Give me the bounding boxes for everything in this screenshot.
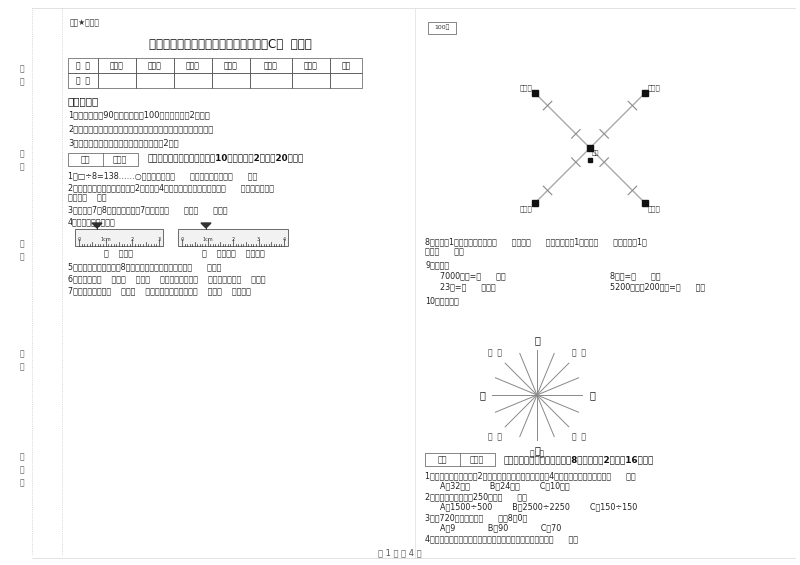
Bar bbox=[136, 73, 174, 88]
Text: （  ）: （ ） bbox=[488, 349, 502, 358]
Text: 1cm: 1cm bbox=[202, 237, 213, 242]
Text: 得分: 得分 bbox=[80, 155, 90, 164]
Text: 题密★启用前: 题密★启用前 bbox=[70, 18, 100, 27]
Bar bbox=[425, 453, 495, 466]
Text: 4: 4 bbox=[282, 237, 286, 242]
Bar bbox=[292, 73, 330, 88]
Text: （  ）: （ ） bbox=[530, 450, 544, 459]
Text: 6．你出生于（    ）年（    ）月（    ）日，那一年是（    ）年，全年有（    ）天。: 6．你出生于（ ）年（ ）月（ ）日，那一年是（ ）年，全年有（ ）天。 bbox=[68, 274, 266, 283]
Text: 3．从720里连续减去（      ）个8得0。: 3．从720里连续减去（ ）个8得0。 bbox=[425, 513, 527, 522]
Text: 9．换算。: 9．换算。 bbox=[425, 260, 449, 269]
Text: 判断题: 判断题 bbox=[186, 61, 200, 70]
Bar bbox=[250, 58, 292, 73]
Bar bbox=[75, 229, 163, 246]
Polygon shape bbox=[201, 223, 211, 228]
Text: 南: 南 bbox=[534, 445, 540, 455]
Bar bbox=[330, 73, 362, 88]
Text: 2．下面的约果圈好是250的是（      ）。: 2．下面的约果圈好是250的是（ ）。 bbox=[425, 492, 527, 501]
Text: 小明家: 小明家 bbox=[647, 84, 660, 91]
Text: 2．劳动课上做纸花，红红做了2朵纸花，4朵蓝花，红花占纸花总数的（      ），蓝花占纸花: 2．劳动课上做纸花，红红做了2朵纸花，4朵蓝花，红花占纸花总数的（ ），蓝花占纸… bbox=[68, 183, 274, 192]
Text: 10．填一填。: 10．填一填。 bbox=[425, 296, 458, 305]
Text: 题  号: 题 号 bbox=[76, 61, 90, 70]
Text: 3．不要在试卷上乱写乱画，卷面不整洁扣2分。: 3．不要在试卷上乱写乱画，卷面不整洁扣2分。 bbox=[68, 138, 178, 147]
Bar bbox=[68, 153, 138, 166]
Text: 第 1 页 共 4 页: 第 1 页 共 4 页 bbox=[378, 548, 422, 557]
Text: 7．小红家在学校（    ）方（    ）米处，小明家在学校（    ）方（    ）米处。: 7．小红家在学校（ ）方（ ）米处，小明家在学校（ ）方（ ）米处。 bbox=[68, 286, 251, 295]
Text: 得  分: 得 分 bbox=[76, 76, 90, 85]
Text: （    ）厘米（    ）毫米。: （ ）厘米（ ）毫米。 bbox=[202, 249, 264, 258]
Text: 5．小明从一楼到三楼用8秒，照这样他从一楼到五楼用（      ）秒。: 5．小明从一楼到三楼用8秒，照这样他从一楼到五楼用（ ）秒。 bbox=[68, 262, 222, 271]
Text: 装
订
线: 装 订 线 bbox=[20, 453, 24, 488]
Text: 100米: 100米 bbox=[434, 24, 450, 29]
Text: 学
校: 学 校 bbox=[20, 349, 24, 371]
Text: 5200千克－200千克=（      ）吨: 5200千克－200千克=（ ）吨 bbox=[610, 282, 705, 291]
Bar bbox=[174, 58, 212, 73]
Text: 学
号: 学 号 bbox=[20, 64, 24, 86]
Text: 北: 北 bbox=[534, 335, 540, 345]
Bar bbox=[178, 229, 288, 246]
Text: 选择题: 选择题 bbox=[148, 61, 162, 70]
Text: 小红家: 小红家 bbox=[520, 84, 533, 91]
Text: 得分: 得分 bbox=[438, 455, 446, 464]
Text: 0: 0 bbox=[78, 237, 81, 242]
Bar bbox=[212, 73, 250, 88]
Text: 7000千克=（      ）吨: 7000千克=（ ）吨 bbox=[440, 271, 506, 280]
Text: 2．请首先按要求在试卷的指定位置填写您的姓名、班级、学号。: 2．请首先按要求在试卷的指定位置填写您的姓名、班级、学号。 bbox=[68, 124, 214, 133]
Text: 西: 西 bbox=[479, 390, 485, 400]
Bar bbox=[68, 58, 98, 73]
Text: 8．分针走1小格，秒针正好走（      ），是（      ）秒。分针走1大格是（      ），时针走1大: 8．分针走1小格，秒针正好走（ ），是（ ）秒。分针走1大格是（ ），时针走1大 bbox=[425, 237, 646, 246]
Text: 小花家: 小花家 bbox=[520, 205, 533, 212]
Text: 0: 0 bbox=[181, 237, 183, 242]
Text: （    ）毫米: （ ）毫米 bbox=[105, 249, 134, 258]
Bar bbox=[428, 22, 456, 34]
Text: 东: 东 bbox=[589, 390, 595, 400]
Bar bbox=[330, 58, 362, 73]
Text: 3: 3 bbox=[158, 237, 161, 242]
Text: 填空题: 填空题 bbox=[110, 61, 124, 70]
Text: 评卷人: 评卷人 bbox=[113, 155, 127, 164]
Bar bbox=[68, 73, 98, 88]
Text: 3: 3 bbox=[257, 237, 260, 242]
Bar bbox=[292, 58, 330, 73]
Text: 计算题: 计算题 bbox=[224, 61, 238, 70]
Text: （  ）: （ ） bbox=[572, 432, 586, 441]
Text: 4．时针从上一个数字到相邻的下一个数字，经过的时间是（      ）。: 4．时针从上一个数字到相邻的下一个数字，经过的时间是（ ）。 bbox=[425, 534, 578, 543]
Text: （  ）: （ ） bbox=[572, 349, 586, 358]
Text: 学校: 学校 bbox=[592, 150, 599, 155]
Text: 2: 2 bbox=[130, 237, 134, 242]
Text: 3．时针在7和8之间，分针指向7，这时是（      ）时（      ）分。: 3．时针在7和8之间，分针指向7，这时是（ ）时（ ）分。 bbox=[68, 205, 227, 214]
Text: 4．量出钉子的长度。: 4．量出钉子的长度。 bbox=[68, 217, 116, 226]
Text: 评卷人: 评卷人 bbox=[470, 455, 484, 464]
Bar bbox=[250, 73, 292, 88]
Text: 23吨=（      ）千克: 23吨=（ ）千克 bbox=[440, 282, 496, 291]
Text: 总分: 总分 bbox=[342, 61, 350, 70]
Text: A．1500÷500        B．2500÷2250        C．150÷150: A．1500÷500 B．2500÷2250 C．150÷150 bbox=[440, 502, 638, 511]
Text: 班
级: 班 级 bbox=[20, 149, 24, 171]
Bar bbox=[212, 58, 250, 73]
Text: 一、用心思考，正确填空（共10小题，每题2分，共20分）。: 一、用心思考，正确填空（共10小题，每题2分，共20分）。 bbox=[148, 153, 304, 162]
Text: 二、反复比较，慎重选择（共8小题，每题2分，共16分）。: 二、反复比较，慎重选择（共8小题，每题2分，共16分）。 bbox=[504, 455, 654, 464]
Text: 8千克=（      ）克: 8千克=（ ）克 bbox=[610, 271, 661, 280]
Text: 1．一个正方形的边长是2厘米，现在将边长扩大到原来的4倍，现在正方形的周长是（      ）。: 1．一个正方形的边长是2厘米，现在将边长扩大到原来的4倍，现在正方形的周长是（ … bbox=[425, 471, 636, 480]
Text: 综合题: 综合题 bbox=[264, 61, 278, 70]
Text: 总数的（    ）。: 总数的（ ）。 bbox=[68, 193, 106, 202]
Text: A．9             B．90             C．70: A．9 B．90 C．70 bbox=[440, 523, 562, 532]
Text: 考试须知：: 考试须知： bbox=[68, 96, 99, 106]
Bar bbox=[98, 58, 136, 73]
Text: （  ）: （ ） bbox=[488, 432, 502, 441]
Text: 姓
名: 姓 名 bbox=[20, 239, 24, 261]
Polygon shape bbox=[92, 223, 102, 228]
Text: 格是（      ）。: 格是（ ）。 bbox=[425, 247, 464, 256]
Bar bbox=[136, 58, 174, 73]
Bar bbox=[98, 73, 136, 88]
Bar bbox=[174, 73, 212, 88]
Text: 1cm: 1cm bbox=[100, 237, 111, 242]
Text: 2: 2 bbox=[231, 237, 234, 242]
Text: 1．□÷8=138……○，余数最大填（      ），这时被除数是（      ）。: 1．□÷8=138……○，余数最大填（ ），这时被除数是（ ）。 bbox=[68, 171, 258, 180]
Text: 小强家: 小强家 bbox=[647, 205, 660, 212]
Text: 沪教版三年级数学下学期能力检测试卷C卷  附解析: 沪教版三年级数学下学期能力检测试卷C卷 附解析 bbox=[149, 38, 311, 51]
Text: 1．考试时间：90分钟，满分为100分（含卷面分2分）。: 1．考试时间：90分钟，满分为100分（含卷面分2分）。 bbox=[68, 110, 210, 119]
Text: 应用题: 应用题 bbox=[304, 61, 318, 70]
Text: A．32厘米        B．24厘米        C．10厘米: A．32厘米 B．24厘米 C．10厘米 bbox=[440, 481, 570, 490]
